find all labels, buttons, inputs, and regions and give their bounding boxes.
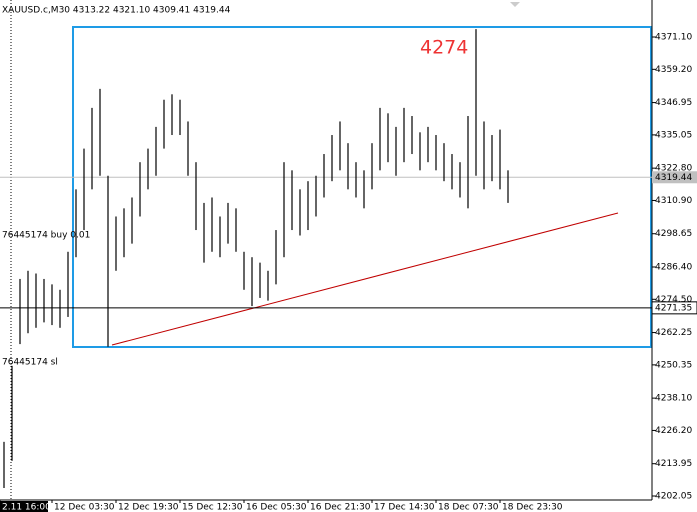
y-tick-label: 4298.65: [655, 229, 692, 239]
price-label: 4319.44: [655, 173, 692, 183]
y-tick-label: 4226.20: [655, 426, 692, 436]
x-tick-label: 2.11 16:00: [2, 503, 51, 512]
y-tick-label: 4250.35: [655, 360, 692, 370]
y-tick-label: 4322.80: [655, 164, 692, 174]
y-tick-label: 4346.95: [655, 98, 692, 108]
price-box: [651, 301, 697, 315]
y-tick-label: 4213.95: [655, 459, 692, 469]
x-tick-label: 12 Dec 03:30: [54, 503, 115, 512]
x-tick-label: 12 Dec 19:30: [118, 503, 179, 512]
chart-title: XAUUSD.c,M30 4313.22 4321.10 4309.41 431…: [2, 6, 231, 16]
rectangle-object: [72, 26, 652, 348]
y-tick-label: 4286.40: [655, 262, 692, 272]
y-tick-label: 4359.20: [655, 65, 692, 75]
x-tick-label: 17 Dec 14:30: [374, 503, 435, 512]
scroll-marker: [510, 2, 520, 7]
x-tick-label: 18 Dec 23:30: [502, 503, 563, 512]
y-tick-label: 4262.25: [655, 328, 692, 338]
x-tick-label: 16 Dec 05:30: [246, 503, 307, 512]
y-tick-label: 4310.90: [655, 196, 692, 206]
price-label: 4271.35: [655, 303, 692, 313]
x-tick-label: 18 Dec 07:30: [438, 503, 499, 512]
y-tick-label: 4274.50: [655, 295, 692, 305]
y-tick-label: 4335.05: [655, 130, 692, 140]
trendline: [111, 212, 619, 346]
order-label: 76445174 sl: [2, 358, 58, 368]
x-tick-label: 15 Dec 12:30: [182, 503, 243, 512]
price-box: [652, 171, 697, 184]
y-tick-label: 4202.05: [655, 492, 692, 502]
y-tick-label: 4371.10: [655, 33, 692, 43]
time-highlight: [0, 501, 48, 512]
annotation: 4274: [420, 37, 468, 59]
order-label: 76445174 buy 0.01: [2, 231, 90, 241]
y-tick-label: 4238.10: [655, 394, 692, 404]
x-tick-label: 16 Dec 21:30: [310, 503, 371, 512]
